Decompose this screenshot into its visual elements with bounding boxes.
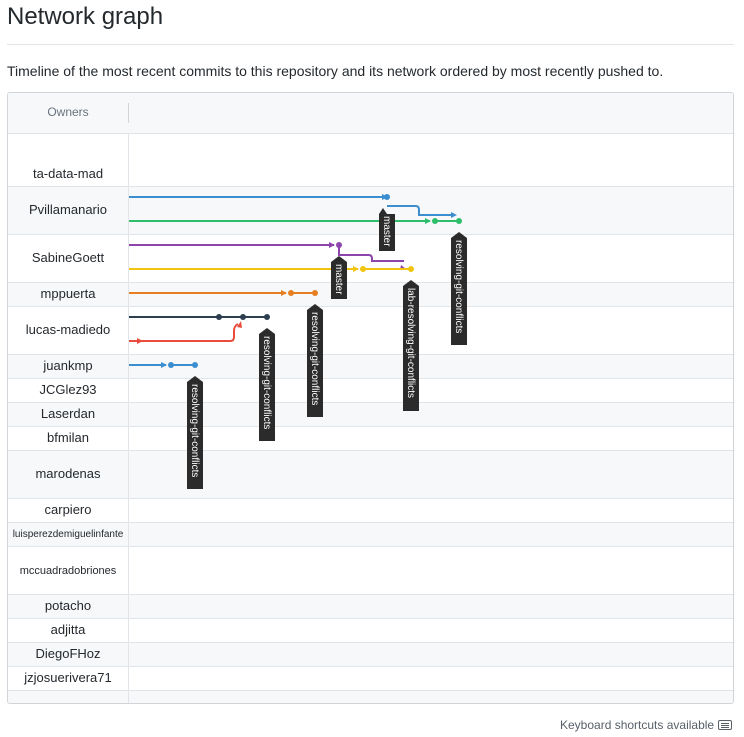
branch-label[interactable]: resolving-git-conflicts [307, 304, 323, 417]
arrow-head [353, 266, 359, 272]
owners-header-label: Owners [47, 105, 89, 119]
owner-name[interactable]: Laserdan [40, 406, 96, 421]
owner-name[interactable]: luisperezdemiguelinfante [12, 529, 124, 540]
svg-text:resolving-git-conflicts: resolving-git-conflicts [309, 312, 320, 405]
commit-dot[interactable] [456, 218, 462, 224]
owner-name[interactable]: marodenas [35, 466, 101, 481]
arrow-head [425, 218, 431, 224]
page-subtitle: Timeline of the most recent commits to t… [7, 63, 664, 79]
network-graph[interactable]: Owners ta-data-mad Pvillamanario SabineG… [7, 92, 734, 704]
branch-label[interactable]: resolving-git-conflicts [259, 328, 275, 441]
owner-row: JCGlez93 [8, 379, 733, 403]
branch-label[interactable]: resolving-git-conflicts [187, 376, 203, 489]
commit-graph[interactable]: master resolving-git-conflicts master la… [8, 93, 733, 703]
arrow-head [137, 338, 143, 344]
owner-name[interactable]: DiegoFHoz [35, 646, 101, 661]
svg-text:lab-resolving-git-conflicts: lab-resolving-git-conflicts [405, 288, 416, 398]
page-title: Network graph [7, 3, 164, 30]
owner-name[interactable]: potacho [44, 598, 92, 613]
commit-dot[interactable] [168, 362, 174, 368]
owners-header: Owners [8, 93, 733, 134]
commit-dot[interactable] [288, 290, 294, 296]
owner-name[interactable]: bfmilan [47, 430, 89, 445]
branch-line [129, 323, 239, 342]
commit-dot[interactable] [432, 218, 438, 224]
owner-row: mccuadradobriones [8, 547, 733, 595]
owner-name[interactable]: mppuerta [40, 286, 96, 301]
branch-label[interactable]: master [331, 256, 347, 299]
svg-text:resolving-git-conflicts: resolving-git-conflicts [261, 336, 272, 429]
owner-row: carpiero [8, 499, 733, 523]
keyboard-shortcuts-link[interactable]: Keyboard shortcuts available [560, 718, 715, 732]
owner-name[interactable]: JCGlez93 [39, 382, 97, 397]
owners-header-divider [128, 103, 129, 123]
arrow-head [329, 242, 335, 248]
commit-dot[interactable] [216, 314, 222, 320]
commit-dot[interactable] [408, 266, 414, 272]
commit-dot[interactable] [264, 314, 270, 320]
owner-name[interactable]: ta-data-mad [32, 166, 104, 181]
owner-row [8, 691, 733, 703]
commit-dot[interactable] [336, 242, 342, 248]
owner-row: jzjosuerivera71 [8, 667, 733, 691]
commit-dot[interactable] [192, 362, 198, 368]
owner-row: adjitta [8, 619, 733, 643]
owner-name[interactable]: carpiero [44, 502, 92, 517]
owners-column-divider [8, 134, 129, 703]
branch-line [387, 205, 455, 216]
owner-name[interactable]: SabineGoett [31, 250, 105, 265]
commit-dot[interactable] [312, 290, 318, 296]
owner-name[interactable]: lucas-madiedo [25, 322, 111, 337]
commit-dot[interactable] [360, 266, 366, 272]
branch-line [338, 245, 404, 262]
owner-row: lucas-madiedo [8, 307, 733, 355]
owner-name[interactable]: juankmp [43, 358, 93, 373]
owner-row: bfmilan [8, 427, 733, 451]
commit-dot[interactable] [240, 314, 246, 320]
commit-dot[interactable] [384, 194, 390, 200]
branch-label[interactable]: master [379, 208, 395, 251]
keyboard-icon[interactable] [718, 720, 732, 730]
title-divider [7, 44, 734, 45]
arrow-head [451, 212, 457, 218]
svg-text:resolving-git-conflicts: resolving-git-conflicts [189, 384, 200, 477]
svg-text:resolving-git-conflicts: resolving-git-conflicts [453, 240, 464, 333]
owner-name[interactable]: adjitta [50, 622, 86, 637]
svg-text:master: master [333, 264, 344, 295]
owner-name[interactable]: jzjosuerivera71 [24, 670, 112, 685]
branch-label[interactable]: resolving-git-conflicts [451, 232, 467, 345]
svg-text:master: master [381, 216, 392, 247]
owner-name[interactable]: Pvillamanario [28, 202, 108, 217]
owner-name[interactable]: mccuadradobriones [19, 565, 117, 577]
arrow-head [281, 290, 287, 296]
arrow-head [161, 362, 167, 368]
arrow-head [237, 321, 242, 328]
owner-row: SabineGoett [8, 235, 733, 283]
branch-label[interactable]: lab-resolving-git-conflicts [403, 280, 419, 411]
owner-row: ta-data-mad [8, 134, 733, 187]
